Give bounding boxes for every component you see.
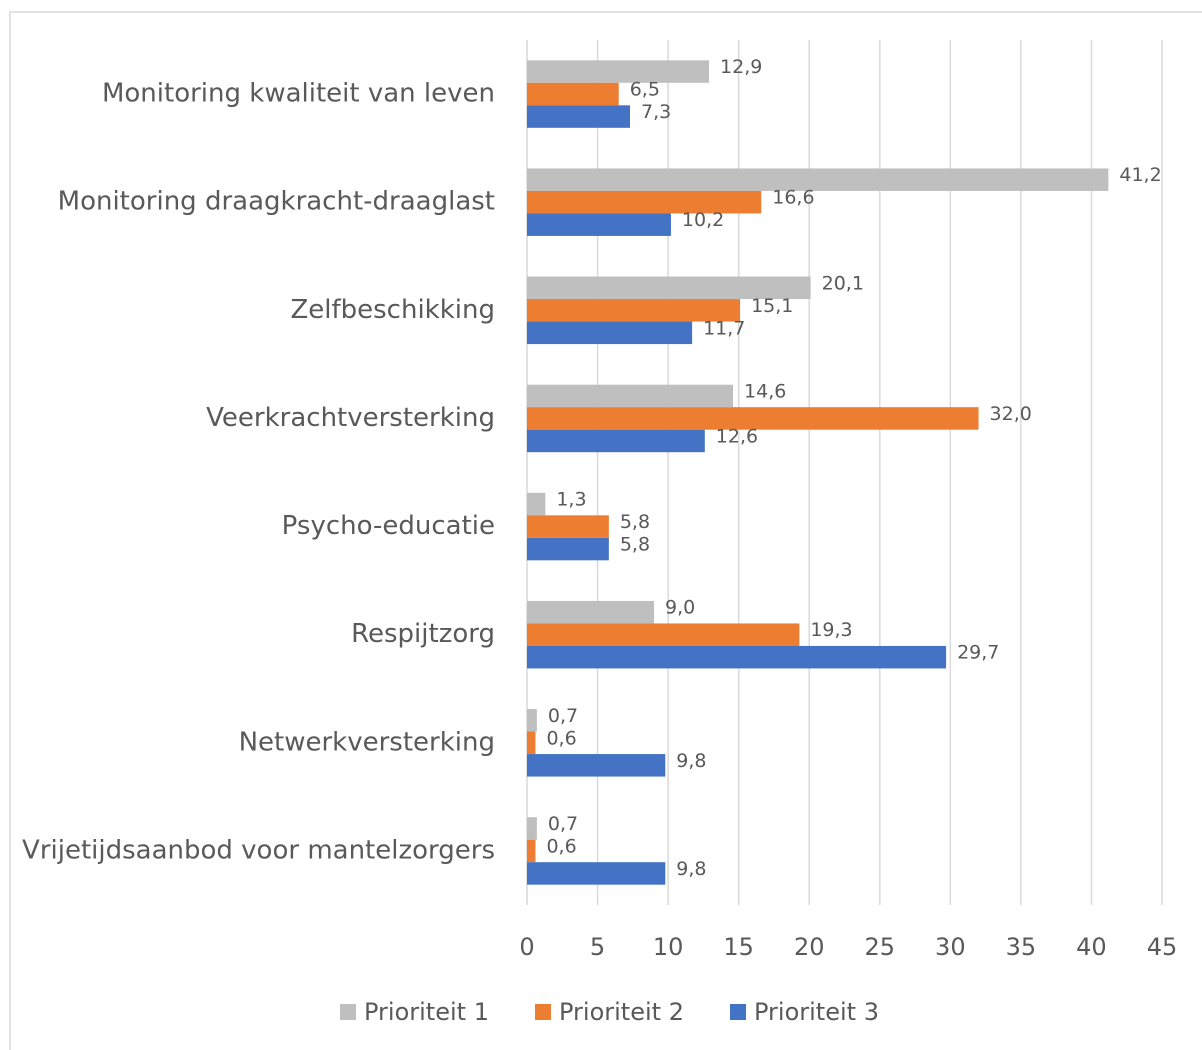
bar <box>527 213 671 236</box>
value-label: 19,3 <box>810 619 852 641</box>
bar <box>527 407 979 430</box>
value-label: 12,6 <box>716 425 758 447</box>
legend-swatch <box>730 1004 746 1020</box>
value-label: 6,5 <box>630 79 660 101</box>
x-tick-label: 15 <box>723 933 754 961</box>
value-label: 12,9 <box>720 56 762 78</box>
value-label: 5,8 <box>620 534 650 556</box>
x-tick-label: 35 <box>1006 933 1037 961</box>
bar <box>527 862 666 885</box>
value-label: 5,8 <box>620 511 650 533</box>
x-tick-label: 10 <box>653 933 684 961</box>
legend-label: Prioriteit 1 <box>364 998 489 1026</box>
value-label: 16,6 <box>772 187 814 209</box>
legend-label: Prioriteit 2 <box>559 998 684 1026</box>
bar <box>527 429 705 453</box>
x-tick-label: 0 <box>519 933 534 961</box>
bar <box>527 321 693 345</box>
bar <box>527 731 536 755</box>
x-tick-label: 30 <box>935 933 966 961</box>
value-label: 9,8 <box>676 858 706 880</box>
bar <box>527 600 654 624</box>
bar <box>527 60 710 83</box>
category-label: Veerkrachtversterking <box>206 403 495 433</box>
value-label: 15,1 <box>751 295 793 317</box>
x-tick-label: 45 <box>1147 933 1178 961</box>
value-label: 9,0 <box>665 597 695 619</box>
value-label: 7,3 <box>641 101 671 123</box>
category-label: Zelfbeschikking <box>290 295 495 325</box>
bar <box>527 515 609 538</box>
x-tick-label: 20 <box>794 933 825 961</box>
value-label: 32,0 <box>990 403 1032 425</box>
bar <box>527 839 536 863</box>
x-tick-label: 40 <box>1076 933 1107 961</box>
value-label: 1,3 <box>556 489 586 511</box>
value-label: 14,6 <box>744 380 786 402</box>
value-label: 0,6 <box>546 727 576 749</box>
bar <box>527 168 1109 191</box>
legend-label: Prioriteit 3 <box>754 998 879 1026</box>
category-label: Monitoring kwaliteit van leven <box>102 79 495 109</box>
category-label: Netwerkversterking <box>239 727 495 757</box>
bar <box>527 623 800 646</box>
value-label: 29,7 <box>957 642 999 664</box>
bar <box>527 754 666 777</box>
bar <box>527 299 741 322</box>
value-label: 41,2 <box>1119 164 1161 186</box>
legend-swatch <box>340 1004 356 1020</box>
bar <box>527 645 947 669</box>
x-tick-label: 5 <box>590 933 605 961</box>
bar <box>527 82 619 106</box>
bar <box>527 105 631 128</box>
value-label: 10,2 <box>682 209 724 231</box>
bar <box>527 537 609 561</box>
legend-swatch <box>535 1004 551 1020</box>
value-label: 0,6 <box>546 835 576 857</box>
bar <box>527 709 537 732</box>
category-label: Monitoring draagkracht-draaglast <box>58 187 495 217</box>
bar <box>527 492 546 516</box>
chart-border <box>9 11 1202 1050</box>
category-label: Respijtzorg <box>351 619 495 649</box>
value-label: 0,7 <box>548 813 578 835</box>
bar <box>527 190 762 214</box>
category-label: Vrijetijdsaanbod voor mantelzorgers <box>22 835 495 865</box>
bar <box>527 384 734 408</box>
category-label: Psycho-educatie <box>282 511 495 541</box>
bar <box>527 276 811 300</box>
value-label: 20,1 <box>822 272 864 294</box>
value-label: 0,7 <box>548 705 578 727</box>
x-tick-label: 25 <box>865 933 896 961</box>
value-label: 11,7 <box>703 317 745 339</box>
value-label: 9,8 <box>676 750 706 772</box>
bar <box>527 817 537 840</box>
